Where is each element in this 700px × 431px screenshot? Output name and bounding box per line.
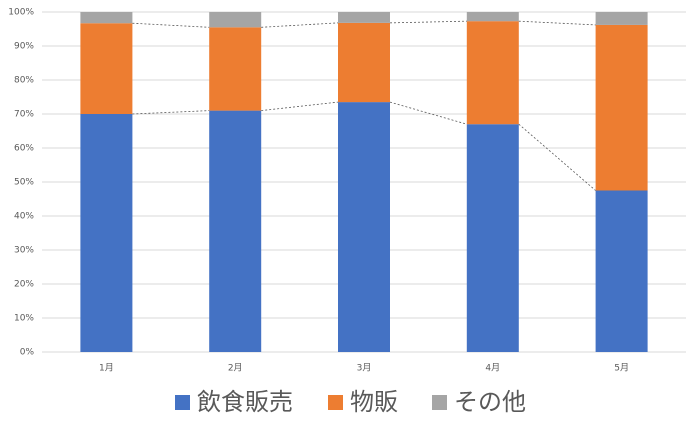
bar-segment bbox=[209, 12, 262, 28]
bar-segment bbox=[466, 12, 519, 22]
legend-swatch bbox=[175, 395, 190, 410]
series-line bbox=[261, 22, 339, 28]
series-line bbox=[389, 101, 467, 125]
legend-swatch bbox=[432, 395, 447, 410]
legend-swatch bbox=[328, 395, 343, 410]
y-tick-label: 60% bbox=[14, 144, 34, 154]
legend-label: その他 bbox=[454, 388, 526, 416]
y-tick-label: 0% bbox=[20, 348, 35, 358]
bar-segment bbox=[80, 23, 133, 114]
y-tick-label: 100% bbox=[8, 8, 34, 18]
bar-segment bbox=[209, 27, 262, 111]
series-line bbox=[132, 22, 210, 28]
bar-segment bbox=[466, 124, 519, 352]
y-tick-label: 20% bbox=[14, 280, 34, 290]
legend-label: 物販 bbox=[350, 388, 398, 416]
x-tick-label: 3月 bbox=[357, 363, 372, 374]
y-tick-label: 10% bbox=[14, 314, 34, 324]
x-tick-label: 2月 bbox=[228, 363, 243, 374]
y-tick-label: 50% bbox=[14, 178, 34, 188]
bar-segment bbox=[338, 22, 390, 103]
series-line bbox=[518, 123, 596, 191]
bar-segment bbox=[338, 12, 390, 23]
x-tick-label: 5月 bbox=[614, 363, 629, 374]
series-line bbox=[132, 110, 210, 115]
bar-segment bbox=[595, 12, 648, 25]
bar-segment bbox=[595, 190, 648, 352]
series-line bbox=[389, 20, 467, 24]
x-tick-label: 1月 bbox=[99, 363, 114, 374]
bar-segment bbox=[80, 12, 133, 24]
series-line bbox=[261, 101, 339, 111]
legend-label: 飲食販売 bbox=[197, 388, 293, 416]
y-tick-label: 90% bbox=[14, 42, 34, 52]
bar-segment bbox=[466, 21, 519, 125]
y-tick-label: 80% bbox=[14, 76, 34, 86]
y-tick-label: 70% bbox=[14, 110, 34, 120]
bar-segment bbox=[338, 102, 390, 352]
y-tick-label: 40% bbox=[14, 212, 34, 222]
bar-segment bbox=[595, 24, 648, 191]
series-line bbox=[518, 20, 596, 26]
y-tick-label: 30% bbox=[14, 246, 34, 256]
bar-segment bbox=[80, 114, 133, 352]
bar-segment bbox=[209, 110, 262, 352]
x-tick-label: 4月 bbox=[485, 363, 500, 374]
